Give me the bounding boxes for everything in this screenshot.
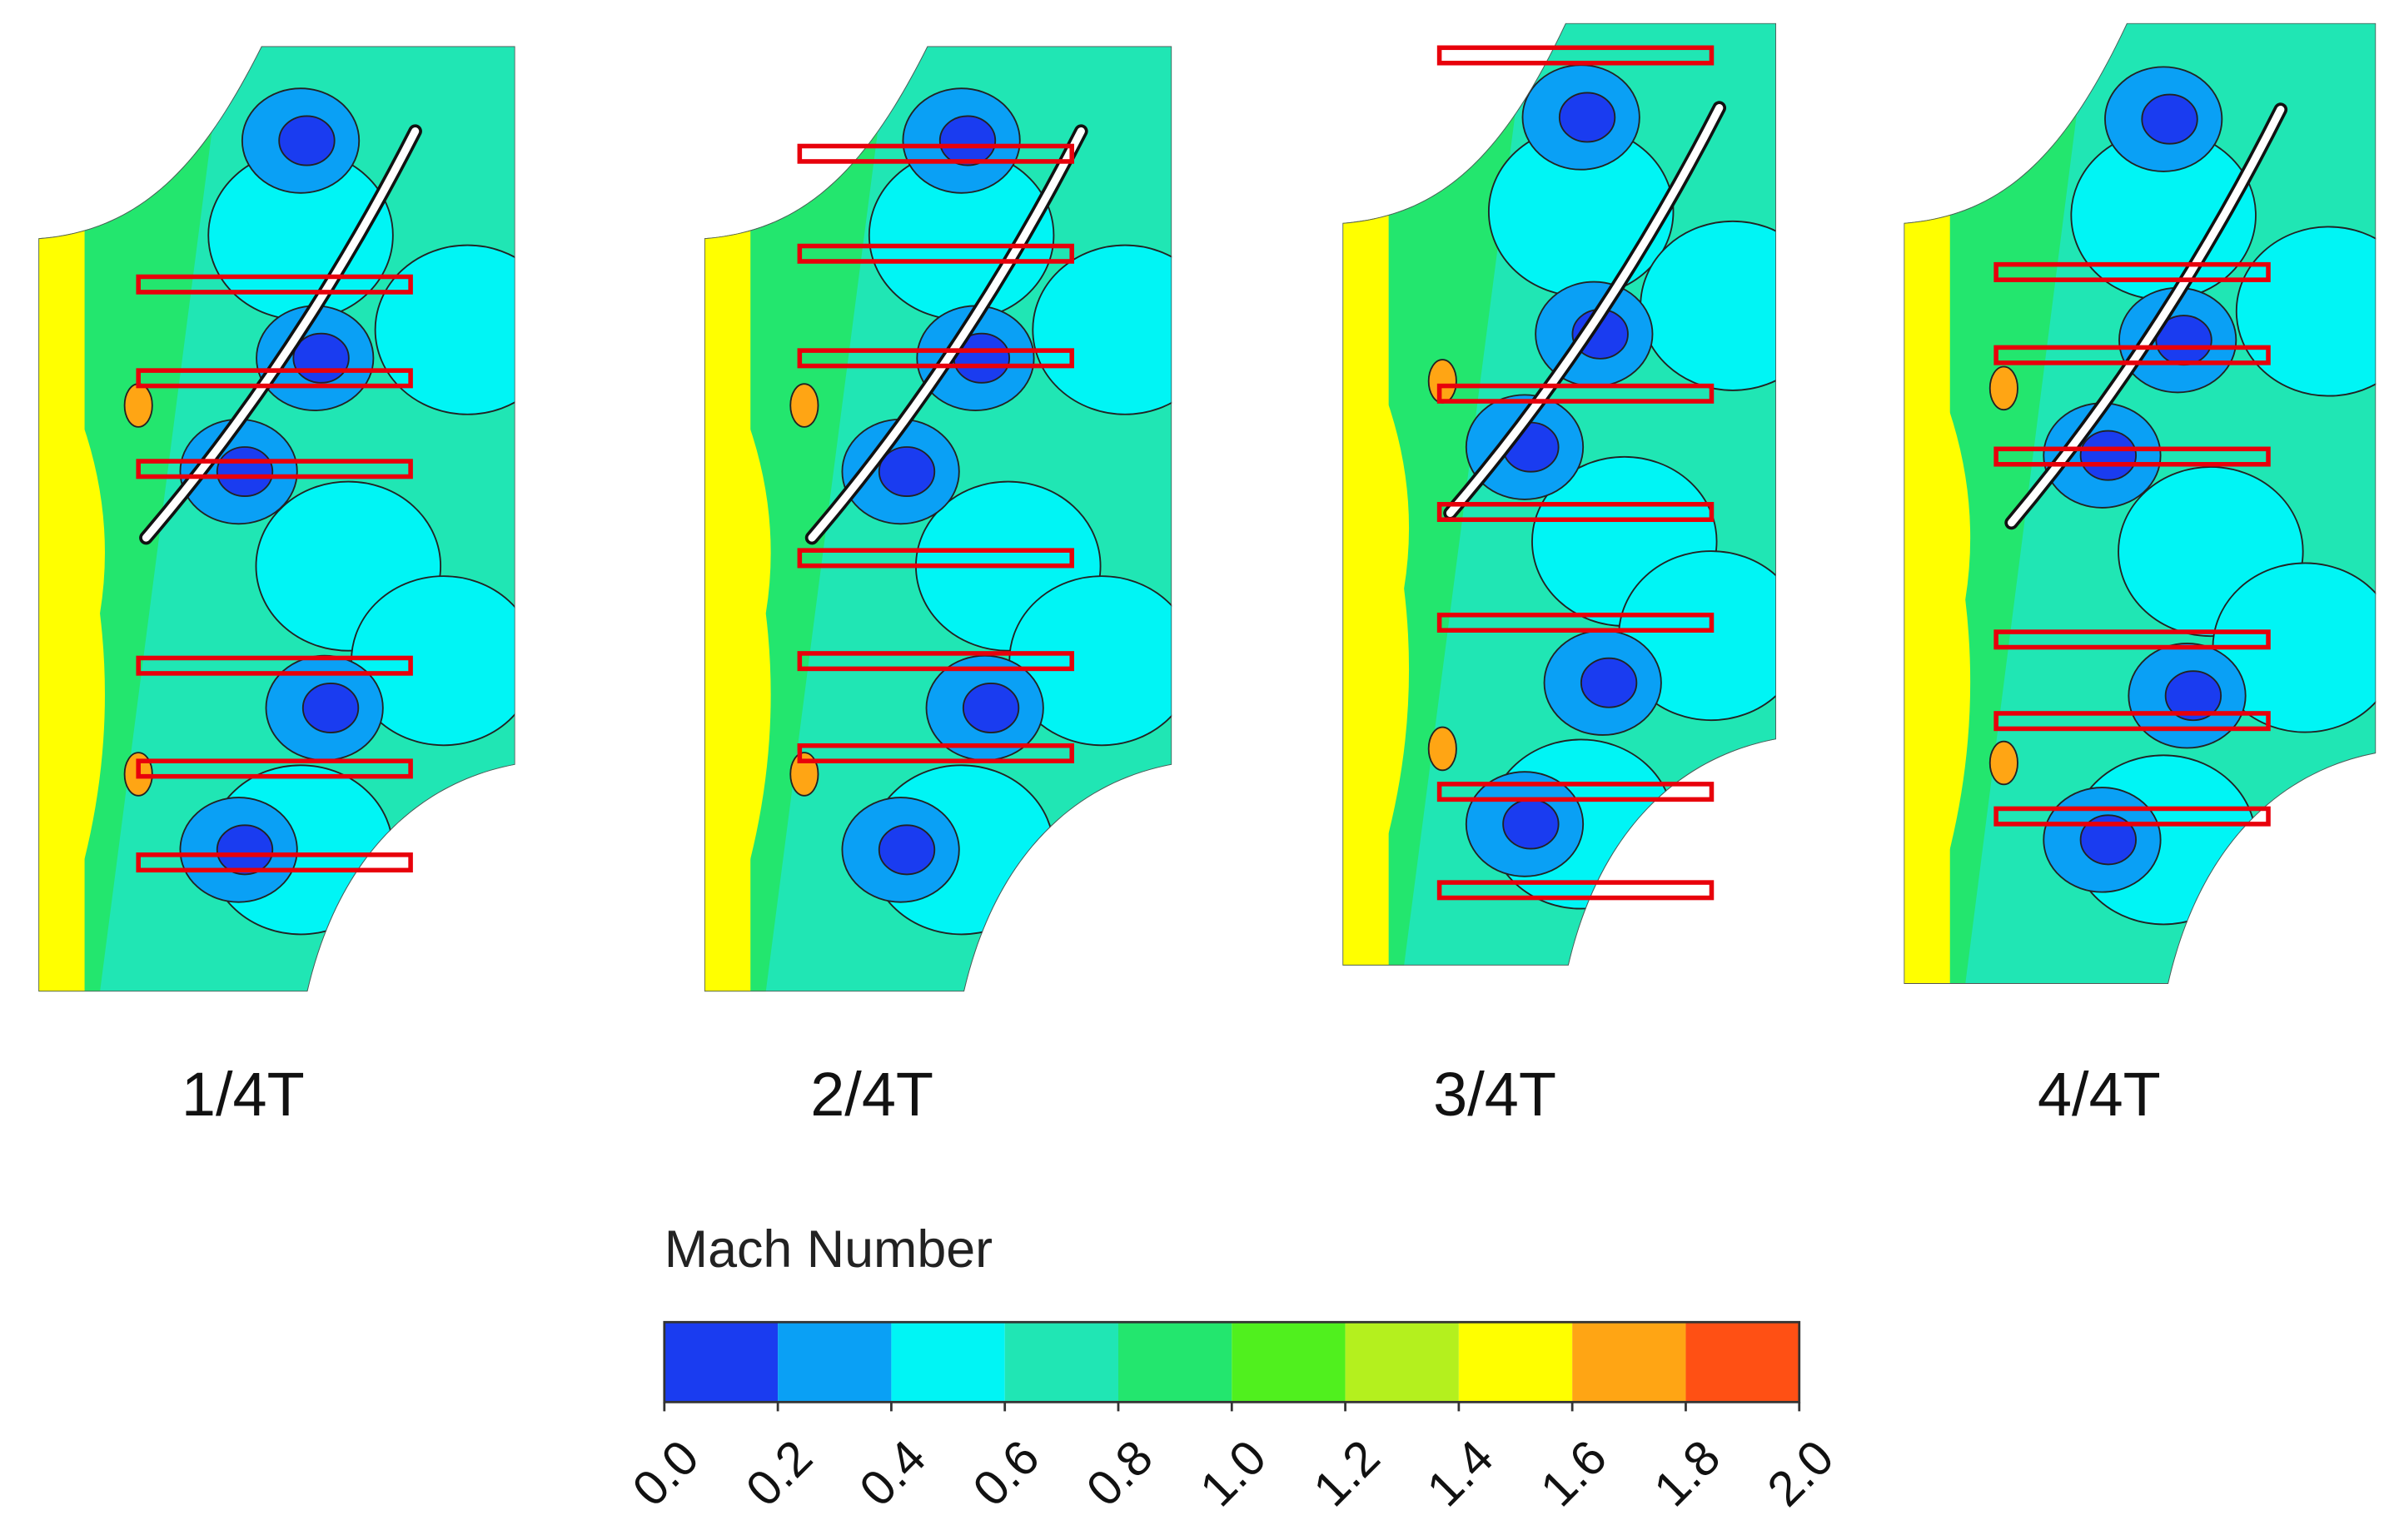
panel-label: 3/4T <box>1433 1060 1556 1129</box>
color-bin <box>1117 1322 1232 1403</box>
field-orange <box>123 383 153 428</box>
field-blue <box>2079 430 2138 481</box>
field-blue <box>1558 92 1616 143</box>
probe-box <box>1436 612 1715 633</box>
field-blue <box>1580 657 1638 708</box>
field-blue <box>278 115 336 166</box>
field-orange <box>1427 726 1457 772</box>
colorbar: 0.0 0.2 0.4 0.6 0.8 1.0 1.2 1.4 1.6 1.8 2.0 <box>622 1320 1844 1517</box>
tick-label: 0.2 <box>735 1429 823 1517</box>
probe-box <box>1993 345 2271 365</box>
probe-box <box>1993 446 2271 467</box>
probe-box <box>1436 880 1715 901</box>
probe-box <box>797 348 1074 369</box>
field-orange <box>1988 740 2018 786</box>
field-blue <box>938 115 997 166</box>
probe-box <box>797 243 1074 264</box>
field-orange <box>1427 359 1457 404</box>
tick-label: 0.8 <box>1076 1429 1163 1517</box>
field-yellow2 <box>1904 311 1971 984</box>
field-blue <box>1502 798 1560 850</box>
probe-box <box>136 758 413 779</box>
color-bin <box>1232 1322 1346 1403</box>
field-blue <box>878 824 936 876</box>
contour-panel <box>1342 22 1777 966</box>
probe-box <box>797 651 1074 672</box>
tick-label: 2.0 <box>1757 1429 1844 1517</box>
color-bin <box>1345 1322 1459 1403</box>
probe-box <box>797 143 1074 164</box>
blade-body <box>1446 104 1724 518</box>
color-bin <box>664 1322 779 1403</box>
probe-box <box>1436 502 1715 523</box>
probe-box <box>136 274 413 295</box>
field-cyan <box>1640 220 1777 391</box>
tick-label: 0.4 <box>849 1429 937 1517</box>
color-bin <box>778 1322 892 1403</box>
tick-label: 1.6 <box>1530 1429 1617 1517</box>
probe-box <box>1993 261 2271 282</box>
probe-box <box>1436 45 1715 66</box>
field-yellow2 <box>704 330 771 992</box>
field-orange <box>1988 365 2018 411</box>
tick-label: 1.2 <box>1303 1429 1391 1517</box>
contour-panel <box>704 46 1172 992</box>
field-orange <box>789 752 819 797</box>
tick-label: 1.8 <box>1644 1429 1731 1517</box>
probe-box <box>1436 782 1715 802</box>
probe-box <box>797 743 1074 763</box>
field-orange <box>789 383 819 428</box>
probe-box <box>136 655 413 676</box>
field-yellow2 <box>38 330 105 992</box>
contour-panel <box>1904 22 2377 984</box>
field-blue <box>301 683 360 733</box>
field-blue <box>2079 814 2138 866</box>
color-bin <box>1004 1322 1118 1403</box>
field-blue <box>2141 93 2198 145</box>
field-cyan <box>2235 226 2377 397</box>
probe-box <box>1993 806 2271 827</box>
field-blue <box>878 446 936 498</box>
tick-label: 0.0 <box>622 1429 709 1517</box>
probe-box <box>1993 629 2271 650</box>
field-yellow2 <box>1342 306 1410 966</box>
panels: 1/4T 2/4T 3/4T 4/4T <box>38 22 2377 1129</box>
probe-box <box>1436 383 1715 404</box>
color-bin <box>891 1322 1005 1403</box>
field-blue <box>962 683 1020 733</box>
field-blue <box>216 824 274 876</box>
tick-label: 1.4 <box>1416 1429 1504 1517</box>
blade-body <box>2007 105 2285 527</box>
probe-box <box>1993 711 2271 732</box>
probe-box <box>136 368 413 389</box>
colorbar-title: Mach Number <box>664 1220 993 1279</box>
tick-label: 1.0 <box>1189 1429 1277 1517</box>
field-cyan <box>1032 244 1172 415</box>
probe-box <box>136 852 413 873</box>
color-bin <box>1458 1322 1573 1403</box>
probe-box <box>797 548 1074 569</box>
panel-label: 4/4T <box>2038 1060 2161 1129</box>
tick-label: 0.6 <box>963 1429 1050 1517</box>
blade-body <box>808 127 1085 542</box>
field-cyan <box>374 244 515 415</box>
probe-box <box>136 459 413 479</box>
color-bin <box>1685 1322 1799 1403</box>
color-bin <box>1572 1322 1686 1403</box>
blade-body <box>142 127 420 542</box>
field-blue <box>216 446 274 498</box>
panel-label: 1/4T <box>182 1060 305 1129</box>
panel-label: 2/4T <box>810 1060 933 1129</box>
contour-panel <box>38 46 515 992</box>
field-blue <box>2164 670 2222 722</box>
